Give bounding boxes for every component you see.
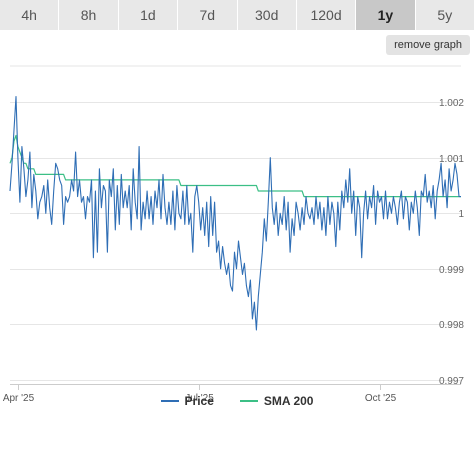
legend-item-price[interactable]: Price — [160, 394, 214, 408]
tab-8h[interactable]: 8h — [59, 0, 119, 30]
y-tick-label: 0.997 — [439, 376, 464, 387]
price-swatch — [160, 400, 179, 402]
timeframe-tabs: 4h 8h 1d 7d 30d 120d 1y 5y — [0, 0, 474, 30]
tab-120d[interactable]: 120d — [296, 0, 357, 30]
y-tick-label: 0.998 — [439, 320, 464, 331]
y-tick-label: 0.999 — [439, 265, 464, 276]
y-tick-label: 1.002 — [439, 98, 464, 109]
legend-label-sma: SMA 200 — [263, 394, 314, 408]
x-tick-label: Oct '25 — [365, 393, 397, 404]
tab-1d[interactable]: 1d — [118, 0, 179, 30]
tab-5y[interactable]: 5y — [415, 0, 474, 30]
tab-30d[interactable]: 30d — [237, 0, 297, 30]
legend-item-sma[interactable]: SMA 200 — [239, 394, 314, 408]
tab-7d[interactable]: 7d — [178, 0, 238, 30]
legend-label-price: Price — [184, 394, 214, 408]
x-tick-label: Jul '25 — [185, 393, 214, 404]
price-line — [9, 96, 461, 331]
remove-graph-button[interactable]: remove graph — [386, 35, 470, 55]
tab-1y[interactable]: 1y — [356, 0, 416, 30]
y-tick-label: 1 — [458, 209, 464, 220]
sma-swatch — [239, 400, 258, 402]
chart-legend: Price SMA 200 — [0, 391, 474, 411]
y-tick-label: 1.001 — [439, 154, 464, 165]
tab-4h[interactable]: 4h — [0, 0, 60, 30]
x-tick-label: Apr '25 — [3, 393, 35, 404]
